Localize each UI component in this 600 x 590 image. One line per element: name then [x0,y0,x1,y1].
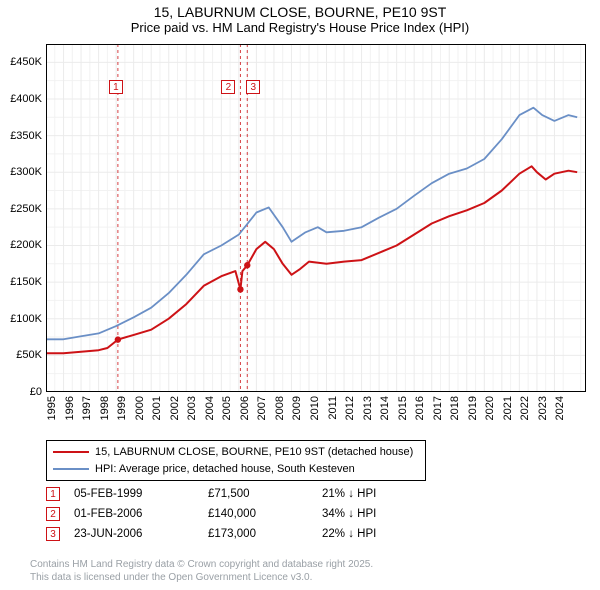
y-tick-label: £450K [2,56,42,68]
x-tick-label: 2016 [414,396,416,420]
transaction-marker: 1 [109,80,123,94]
transaction-diff: 22% ↓ HPI [322,528,422,540]
x-tick-label: 1996 [64,396,66,420]
y-tick-label: £200K [2,239,42,251]
transaction-date: 01-FEB-2006 [74,508,194,520]
legend-label: HPI: Average price, detached house, Sout… [95,461,355,478]
y-tick-label: £50K [2,349,42,361]
x-tick-label: 2020 [484,396,486,420]
x-tick-label: 2019 [467,396,469,420]
legend-item: HPI: Average price, detached house, Sout… [53,461,419,478]
table-row: 2 01-FEB-2006 £140,000 34% ↓ HPI [46,504,546,524]
x-tick-label: 2013 [362,396,364,420]
transaction-price: £173,000 [208,528,308,540]
transaction-date: 05-FEB-1999 [74,488,194,500]
x-tick-label: 2008 [274,396,276,420]
x-tick-label: 2005 [221,396,223,420]
x-tick-label: 1999 [116,396,118,420]
table-row: 3 23-JUN-2006 £173,000 22% ↓ HPI [46,524,546,544]
title-subtitle: Price paid vs. HM Land Registry's House … [0,20,600,35]
transaction-price: £71,500 [208,488,308,500]
y-tick-label: £300K [2,166,42,178]
table-row: 1 05-FEB-1999 £71,500 21% ↓ HPI [46,484,546,504]
attribution-line: Contains HM Land Registry data © Crown c… [30,559,570,572]
x-tick-label: 2003 [186,396,188,420]
x-tick-label: 2015 [397,396,399,420]
x-tick-label: 2022 [519,396,521,420]
transaction-marker: 2 [221,80,235,94]
x-tick-label: 2018 [449,396,451,420]
x-tick-label: 2023 [537,396,539,420]
x-tick-label: 2014 [379,396,381,420]
y-tick-label: £350K [2,130,42,142]
plot-svg [46,44,586,392]
x-tick-label: 2001 [151,396,153,420]
transaction-price: £140,000 [208,508,308,520]
x-tick-label: 2006 [239,396,241,420]
x-tick-label: 2007 [256,396,258,420]
chart-container: 15, LABURNUM CLOSE, BOURNE, PE10 9ST Pri… [0,0,600,590]
legend: 15, LABURNUM CLOSE, BOURNE, PE10 9ST (de… [46,440,426,481]
x-tick-label: 2002 [169,396,171,420]
x-tick-label: 1998 [99,396,101,420]
x-tick-label: 1995 [46,396,48,420]
x-tick-label: 2011 [327,396,329,420]
x-tick-label: 2004 [204,396,206,420]
y-tick-label: £250K [2,203,42,215]
x-tick-label: 2012 [344,396,346,420]
x-tick-label: 2010 [309,396,311,420]
legend-swatch [53,451,89,453]
x-tick-label: 2009 [291,396,293,420]
transaction-diff: 21% ↓ HPI [322,488,422,500]
title-address: 15, LABURNUM CLOSE, BOURNE, PE10 9ST [0,4,600,20]
transaction-number-box: 1 [46,487,60,501]
attribution-line: This data is licensed under the Open Gov… [30,572,570,585]
x-tick-label: 2024 [554,396,556,420]
y-tick-label: £400K [2,93,42,105]
chart-titles: 15, LABURNUM CLOSE, BOURNE, PE10 9ST Pri… [0,0,600,35]
x-tick-label: 2021 [502,396,504,420]
x-tick-label: 2000 [134,396,136,420]
transactions-table: 1 05-FEB-1999 £71,500 21% ↓ HPI 2 01-FEB-2006… [46,484,546,544]
y-tick-label: £150K [2,276,42,288]
y-tick-label: £0 [2,386,42,398]
transaction-date: 23-JUN-2006 [74,528,194,540]
x-tick-label: 2017 [432,396,434,420]
y-tick-label: £100K [2,313,42,325]
transaction-number-box: 2 [46,507,60,521]
legend-swatch [53,468,89,470]
transaction-number-box: 3 [46,527,60,541]
legend-label: 15, LABURNUM CLOSE, BOURNE, PE10 9ST (de… [95,444,413,461]
plot-area: £0£50K£100K£150K£200K£250K£300K£350K£400… [46,44,586,392]
transaction-diff: 34% ↓ HPI [322,508,422,520]
attribution: Contains HM Land Registry data © Crown c… [30,559,570,584]
transaction-marker: 3 [246,80,260,94]
x-tick-label: 1997 [81,396,83,420]
legend-item: 15, LABURNUM CLOSE, BOURNE, PE10 9ST (de… [53,444,419,461]
